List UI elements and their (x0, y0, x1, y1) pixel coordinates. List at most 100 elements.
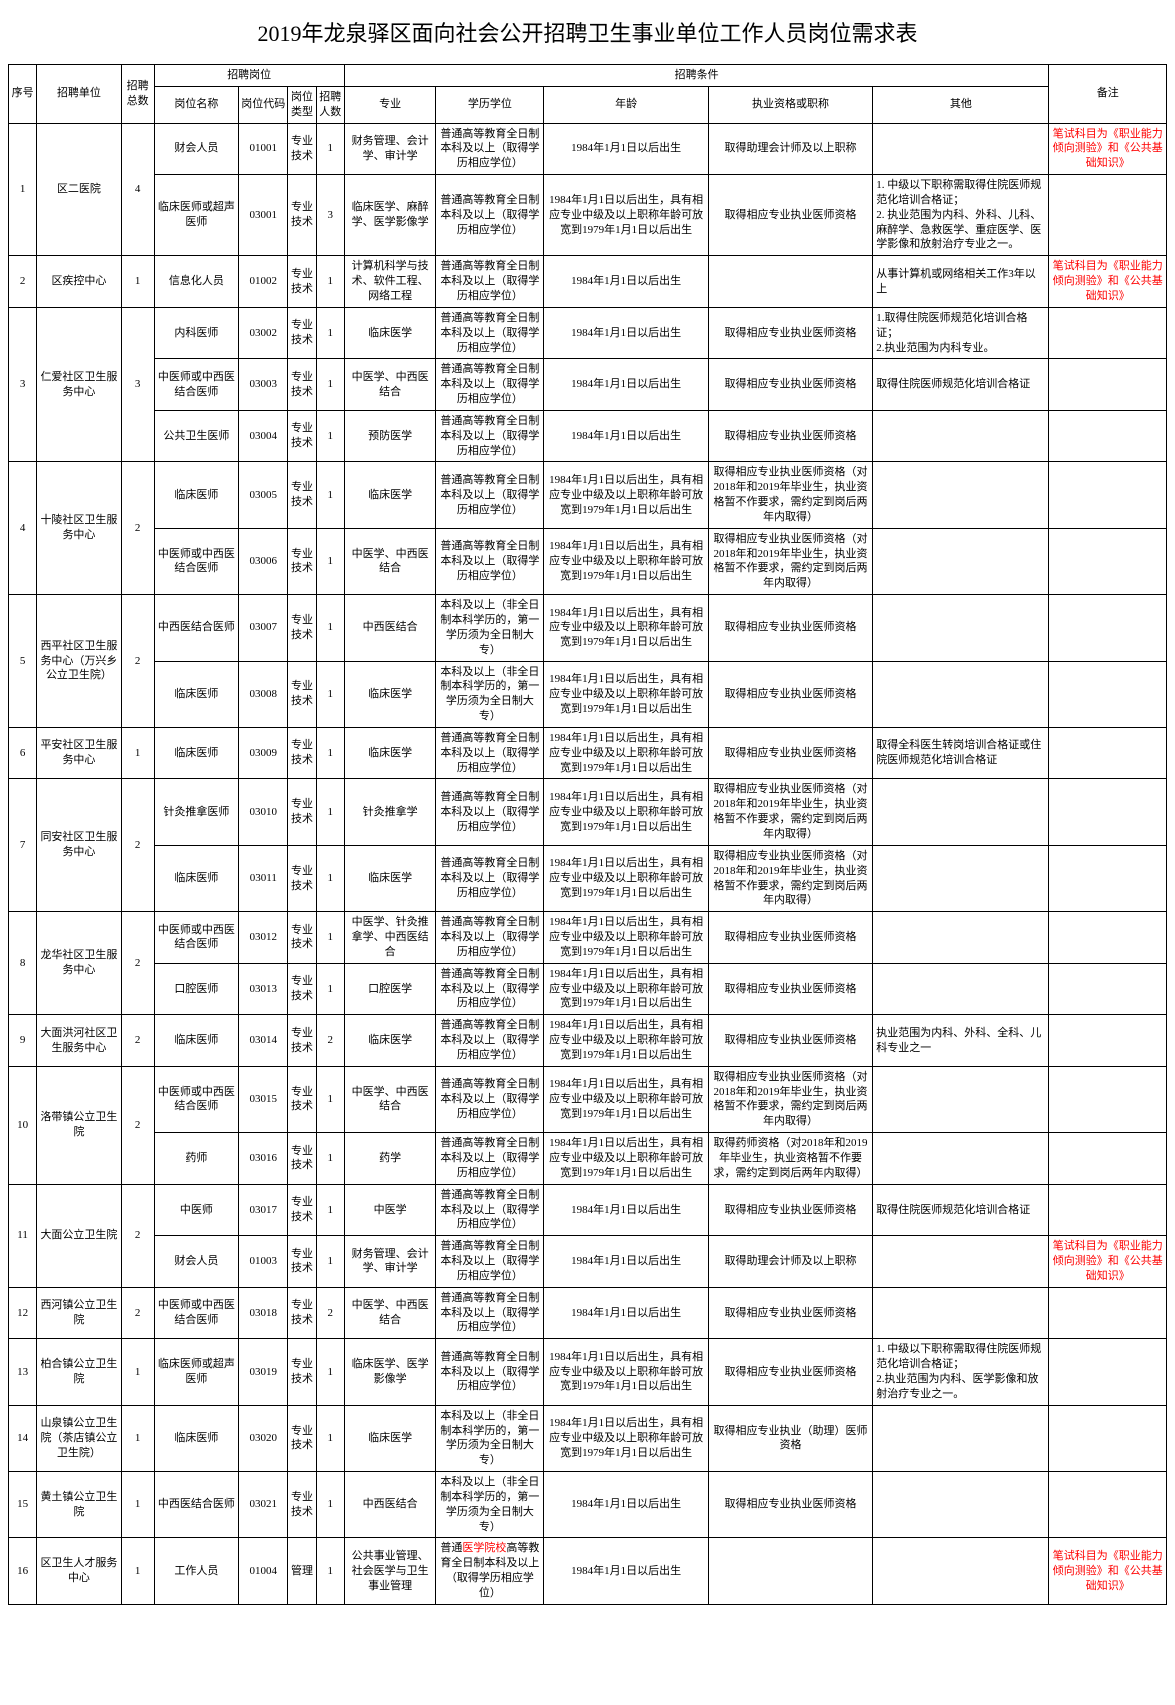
cell-post-code: 03003 (239, 359, 288, 411)
cell-cert: 取得相应专业执业医师资格 (708, 912, 872, 964)
th-unit: 招聘单位 (37, 65, 122, 124)
cell-note (1049, 1287, 1167, 1339)
cell-post-type: 专业技术 (288, 963, 316, 1015)
cell-major: 中医学、中西医结合 (344, 1066, 436, 1132)
th-post-group: 招聘岗位 (154, 65, 344, 87)
table-row: 公共卫生医师03004专业技术1预防医学普通高等教育全日制本科及以上（取得学历相… (9, 410, 1167, 462)
table-row: 中医师或中西医结合医师03003专业技术1中医学、中西医结合普通高等教育全日制本… (9, 359, 1167, 411)
cell-seq: 15 (9, 1472, 37, 1538)
cell-post-code: 03002 (239, 307, 288, 359)
cell-post-type: 专业技术 (288, 779, 316, 845)
cell-major: 中西医结合 (344, 595, 436, 661)
table-row: 9大面洪河社区卫生服务中心2临床医师03014专业技术2临床医学普通高等教育全日… (9, 1015, 1167, 1067)
cell-edu: 本科及以上（非全日制本科学历的，第一学历须为全日制大专） (436, 595, 544, 661)
cell-seq: 7 (9, 779, 37, 912)
cell-cert: 取得相应专业执业医师资格 (708, 410, 872, 462)
cell-other (873, 1236, 1049, 1288)
cell-post-type: 专业技术 (288, 1236, 316, 1288)
cell-major: 中医学、中西医结合 (344, 1287, 436, 1339)
cell-major: 药学 (344, 1133, 436, 1185)
cell-major: 临床医学 (344, 661, 436, 727)
cell-unit: 区二医院 (37, 123, 122, 256)
th-post-num: 招聘人数 (316, 86, 344, 123)
cell-total: 1 (121, 1538, 154, 1604)
cell-other (873, 123, 1049, 175)
cell-unit: 西河镇公立卫生院 (37, 1287, 122, 1339)
cell-post-name: 针灸推拿医师 (154, 779, 239, 845)
cell-post-code: 03014 (239, 1015, 288, 1067)
cell-note (1049, 845, 1167, 911)
cell-age: 1984年1月1日以后出生 (544, 1538, 708, 1604)
table-row: 3仁爱社区卫生服务中心3内科医师03002专业技术1临床医学普通高等教育全日制本… (9, 307, 1167, 359)
cell-age: 1984年1月1日以后出生，具有相应专业中级及以上职称年龄可放宽到1979年1月… (544, 175, 708, 256)
cell-post-name: 财会人员 (154, 1236, 239, 1288)
cell-post-code: 03017 (239, 1184, 288, 1236)
cell-post-num: 1 (316, 410, 344, 462)
cell-post-num: 1 (316, 1339, 344, 1405)
cell-note (1049, 727, 1167, 779)
cell-other (873, 1287, 1049, 1339)
cell-post-num: 1 (316, 123, 344, 175)
cell-major: 针灸推拿学 (344, 779, 436, 845)
cell-post-type: 专业技术 (288, 661, 316, 727)
table-row: 4十陵社区卫生服务中心2临床医师03005专业技术1临床医学普通高等教育全日制本… (9, 462, 1167, 528)
cell-post-num: 1 (316, 359, 344, 411)
table-row: 临床医师03011专业技术1临床医学普通高等教育全日制本科及以上（取得学历相应学… (9, 845, 1167, 911)
cell-unit: 洛带镇公立卫生院 (37, 1066, 122, 1184)
cell-seq: 8 (9, 912, 37, 1015)
cell-cert: 取得相应专业执业医师资格（对2018年和2019年毕业生，执业资格暂不作要求，需… (708, 779, 872, 845)
cell-post-type: 专业技术 (288, 1015, 316, 1067)
cell-post-type: 专业技术 (288, 1066, 316, 1132)
cell-edu: 普通高等教育全日制本科及以上（取得学历相应学位） (436, 123, 544, 175)
cell-post-name: 中医师或中西医结合医师 (154, 912, 239, 964)
cell-post-code: 03013 (239, 963, 288, 1015)
cell-edu: 普通高等教育全日制本科及以上（取得学历相应学位） (436, 1339, 544, 1405)
cell-other (873, 1538, 1049, 1604)
table-row: 临床医师或超声医师03001专业技术3临床医学、麻醉学、医学影像学普通高等教育全… (9, 175, 1167, 256)
cell-age: 1984年1月1日以后出生，具有相应专业中级及以上职称年龄可放宽到1979年1月… (544, 661, 708, 727)
note-red-text: 笔试科目为《职业能力倾向测验》和《公共基础知识》 (1053, 1550, 1163, 1592)
cell-post-name: 中医师 (154, 1184, 239, 1236)
cell-seq: 3 (9, 307, 37, 462)
cell-post-num: 1 (316, 595, 344, 661)
cell-seq: 12 (9, 1287, 37, 1339)
cell-post-type: 专业技术 (288, 1339, 316, 1405)
cell-total: 3 (121, 307, 154, 462)
table-row: 中医师或中西医结合医师03006专业技术1中医学、中西医结合普通高等教育全日制本… (9, 528, 1167, 594)
cell-note: 笔试科目为《职业能力倾向测验》和《公共基础知识》 (1049, 123, 1167, 175)
table-row: 药师03016专业技术1药学普通高等教育全日制本科及以上（取得学历相应学位）19… (9, 1133, 1167, 1185)
cell-post-code: 03021 (239, 1472, 288, 1538)
cell-other (873, 1472, 1049, 1538)
cell-note (1049, 661, 1167, 727)
cell-note (1049, 307, 1167, 359)
cell-note (1049, 410, 1167, 462)
cell-major: 计算机科学与技术、软件工程、网络工程 (344, 256, 436, 308)
cell-age: 1984年1月1日以后出生，具有相应专业中级及以上职称年龄可放宽到1979年1月… (544, 462, 708, 528)
th-post-type: 岗位类型 (288, 86, 316, 123)
cell-unit: 同安社区卫生服务中心 (37, 779, 122, 912)
th-cert: 执业资格或职称 (708, 86, 872, 123)
cell-note (1049, 963, 1167, 1015)
cell-post-num: 1 (316, 727, 344, 779)
cell-age: 1984年1月1日以后出生 (544, 1287, 708, 1339)
cell-post-num: 1 (316, 912, 344, 964)
cell-edu: 普通高等教育全日制本科及以上（取得学历相应学位） (436, 410, 544, 462)
cell-major: 预防医学 (344, 410, 436, 462)
cell-age: 1984年1月1日以后出生，具有相应专业中级及以上职称年龄可放宽到1979年1月… (544, 1133, 708, 1185)
cell-post-type: 专业技术 (288, 595, 316, 661)
cell-cert: 取得相应专业执业医师资格 (708, 307, 872, 359)
cell-note (1049, 912, 1167, 964)
cell-seq: 6 (9, 727, 37, 779)
cell-post-code: 03018 (239, 1287, 288, 1339)
cell-post-name: 临床医师或超声医师 (154, 175, 239, 256)
cell-unit: 柏合镇公立卫生院 (37, 1339, 122, 1405)
cell-note: 笔试科目为《职业能力倾向测验》和《公共基础知识》 (1049, 1236, 1167, 1288)
th-other: 其他 (873, 86, 1049, 123)
cell-post-type: 专业技术 (288, 845, 316, 911)
cell-other (873, 963, 1049, 1015)
cell-note (1049, 1472, 1167, 1538)
cell-other: 1.取得住院医师规范化培训合格证；2.执业范围为内科专业。 (873, 307, 1049, 359)
cell-post-code: 03012 (239, 912, 288, 964)
cell-other: 执业范围为内科、外科、全科、儿科专业之一 (873, 1015, 1049, 1067)
cell-post-type: 专业技术 (288, 1133, 316, 1185)
